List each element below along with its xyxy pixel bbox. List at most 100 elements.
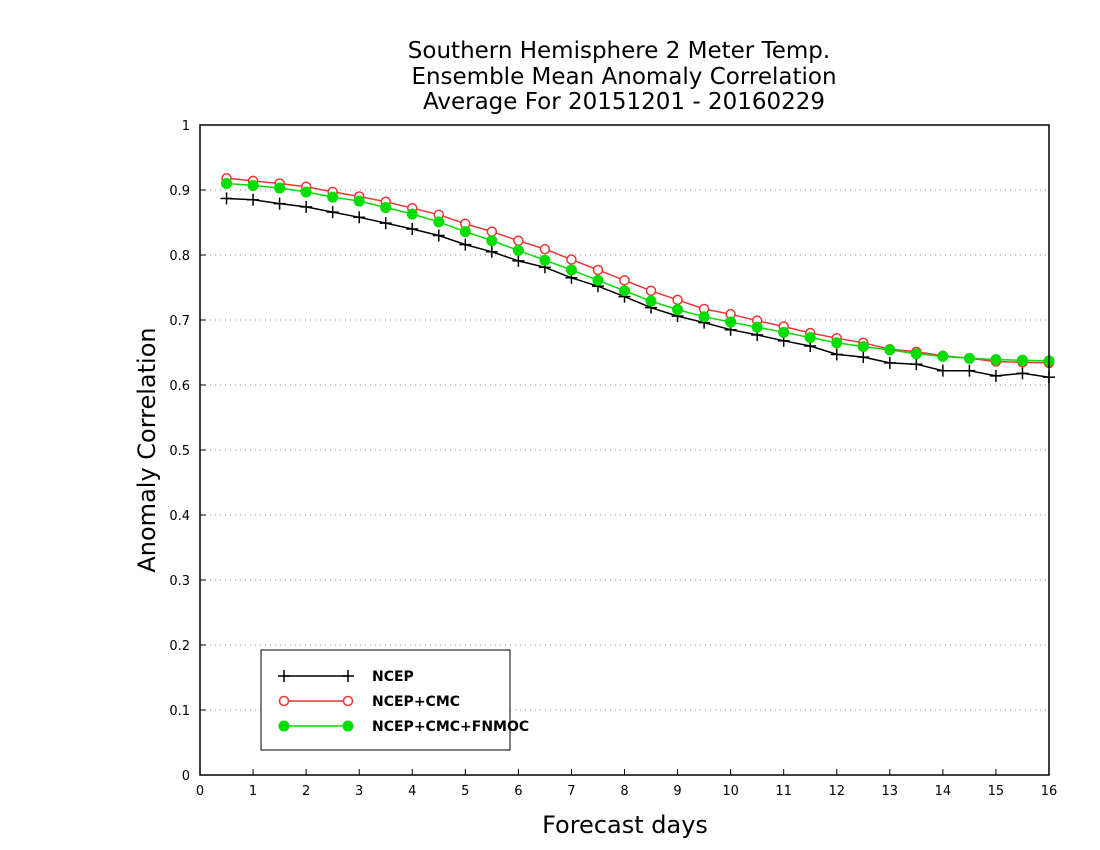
x-tick-label: 13 (882, 784, 899, 799)
legend-label: NCEP+CMC (372, 694, 460, 710)
data-point (698, 311, 710, 323)
data-point (485, 245, 498, 258)
data-point (619, 285, 630, 297)
data-point (300, 200, 313, 213)
x-tick-label: 5 (461, 784, 469, 799)
y-tick-label: 0.7 (169, 314, 190, 329)
x-tick-label: 2 (302, 784, 310, 799)
data-point (963, 352, 975, 364)
data-point (830, 348, 843, 361)
data-point (672, 304, 684, 316)
x-tick-label: 16 (1041, 784, 1058, 799)
legend-marker (278, 695, 290, 707)
data-point (592, 274, 604, 286)
y-tick-label: 0.9 (169, 184, 190, 199)
data-point (857, 341, 869, 353)
data-point (937, 350, 949, 362)
data-point (274, 182, 286, 194)
data-point (432, 229, 445, 242)
data-point (247, 179, 259, 191)
chart-title-line-2: Ensemble Mean Anomaly Correlation (411, 64, 836, 90)
data-point (883, 356, 896, 369)
data-point (220, 192, 233, 205)
data-point (565, 264, 577, 276)
data-point (725, 316, 737, 328)
x-tick-label: 0 (196, 784, 204, 799)
data-point (619, 275, 630, 286)
data-point (990, 354, 1002, 366)
x-tick-label: 8 (620, 784, 628, 799)
data-point (353, 195, 365, 207)
data-point (963, 364, 976, 377)
x-tick-label: 3 (355, 784, 363, 799)
legend-label: NCEP (372, 669, 414, 685)
y-tick-label: 0.1 (169, 704, 190, 719)
data-point (910, 348, 922, 360)
data-point (857, 351, 870, 364)
y-tick-label: 0.8 (169, 249, 190, 264)
x-tick-label: 14 (935, 784, 952, 799)
y-tick-label: 1 (182, 119, 190, 134)
data-point (884, 344, 896, 356)
y-tick-label: 0.4 (169, 509, 190, 524)
y-tick-label: 0.5 (169, 444, 190, 459)
data-point (221, 178, 233, 189)
x-tick-label: 7 (567, 784, 575, 799)
y-tick-label: 0 (182, 769, 190, 784)
legend-box (260, 649, 511, 751)
data-point (936, 364, 949, 377)
legend-marker (342, 695, 354, 707)
chart-title-line-1: Southern Hemisphere 2 Meter Temp. (408, 38, 830, 64)
data-point (379, 217, 392, 230)
chart-title-line-3: Average For 20151201 - 20160229 (423, 89, 825, 115)
data-point (300, 186, 312, 198)
data-point (592, 264, 604, 276)
y-tick-label: 0.6 (169, 379, 190, 394)
data-point (831, 337, 843, 349)
x-tick-label: 15 (988, 784, 1005, 799)
x-tick-label: 4 (408, 784, 416, 799)
legend-entry: NCEP (278, 669, 414, 685)
legend-label: NCEP+CMC+FNMOC (372, 719, 529, 735)
data-point (247, 193, 260, 206)
x-tick-label: 9 (673, 784, 681, 799)
data-point (459, 238, 472, 251)
data-point (645, 285, 657, 296)
x-tick-label: 11 (775, 784, 792, 799)
data-point (1016, 354, 1028, 366)
y-axis-title: Anomaly Correlation (133, 327, 161, 572)
data-point (778, 326, 790, 338)
data-point (539, 243, 551, 255)
data-point (353, 211, 366, 224)
data-point (989, 369, 1002, 382)
x-tick-label: 1 (249, 784, 257, 799)
data-point (486, 235, 498, 247)
x-tick-label: 6 (514, 784, 522, 799)
data-point (539, 254, 551, 266)
data-point (645, 295, 657, 307)
data-point (273, 197, 286, 210)
data-point (751, 321, 763, 333)
data-point (406, 208, 418, 220)
data-point (512, 254, 525, 267)
data-point (513, 235, 524, 246)
x-axis-ticks: 0 1 2 3 4 5 6 7 8 9 10 11 12 13 14 15 16 (196, 769, 1057, 799)
legend-marker (342, 670, 354, 682)
legend-items: NCEP NCEP+CMC NCEP+CMC+FNMOC (278, 669, 529, 735)
y-tick-label: 0.3 (169, 574, 190, 589)
data-point (804, 332, 816, 344)
data-point (672, 294, 683, 306)
data-point (512, 244, 524, 256)
legend-entry: NCEP+CMC (278, 694, 460, 710)
legend-marker (278, 720, 290, 732)
y-tick-label: 0.2 (169, 639, 190, 654)
data-point (566, 254, 577, 265)
data-point (910, 358, 923, 371)
x-axis-title: Forecast days (542, 811, 708, 839)
data-point (433, 216, 445, 228)
series-3 (221, 178, 1055, 367)
legend-marker (278, 670, 290, 682)
legend-entry: NCEP+CMC+FNMOC (278, 719, 529, 735)
